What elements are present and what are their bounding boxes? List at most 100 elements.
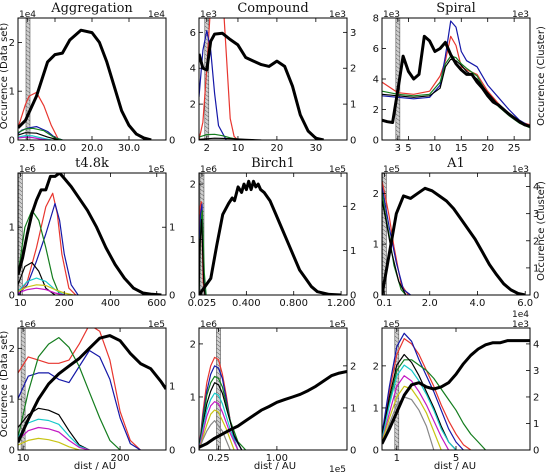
threshold-hatch xyxy=(216,415,221,420)
x-tick-label: 2.0 xyxy=(422,298,438,309)
y-tick-label-right: 0 xyxy=(169,291,175,302)
y-multiplier-left: 1e3 xyxy=(200,10,217,20)
threshold-hatch xyxy=(18,212,23,217)
y-tick-label-left: 2 xyxy=(190,180,196,191)
threshold-band xyxy=(20,328,26,450)
threshold-hatch xyxy=(395,21,401,26)
y-tick-label-right: 0 xyxy=(169,136,175,147)
threshold-hatch xyxy=(204,21,209,26)
y-tick-label-right: 3 xyxy=(533,366,539,377)
panel-title: Birch1 xyxy=(251,156,295,171)
y-tick-label-right: 0 xyxy=(350,446,356,457)
y-multiplier-right: 1e4 xyxy=(148,10,165,20)
cluster-line-0 xyxy=(199,18,239,140)
threshold-hatch xyxy=(199,192,205,197)
threshold-hatch xyxy=(395,109,401,114)
y-tick-label-left: 6 xyxy=(190,28,196,39)
y-tick-label-left: 4 xyxy=(190,64,196,75)
plot-frame xyxy=(17,172,167,296)
cluster-line-2 xyxy=(382,359,487,450)
plot-frame xyxy=(381,327,531,451)
threshold-hatch xyxy=(395,113,401,118)
threshold-hatch xyxy=(20,367,26,372)
threshold-hatch xyxy=(20,395,26,400)
x-tick-label: 2.5 xyxy=(19,143,35,154)
plot-frame xyxy=(17,327,167,451)
x-tick-label: 20 xyxy=(271,143,284,154)
threshold-hatch xyxy=(216,347,221,352)
y-tick-label-left: 0 xyxy=(9,291,15,302)
y-axis-label-left-bottom: Occurence (Data set) xyxy=(0,331,10,438)
panel-title: Spiral xyxy=(436,1,476,16)
threshold-hatch xyxy=(216,387,221,392)
threshold-hatch xyxy=(382,232,387,237)
threshold-hatch xyxy=(216,343,221,348)
x-tick-label: 6.0 xyxy=(517,298,533,309)
y-axis-label-right-middle: Occurence (Cluster) xyxy=(536,181,547,281)
threshold-hatch xyxy=(216,443,221,448)
threshold-hatch xyxy=(216,399,221,404)
threshold-hatch xyxy=(395,33,401,38)
threshold-hatch xyxy=(382,224,387,229)
y-multiplier-right: 1e5 xyxy=(148,320,165,330)
x-tick-label: 10 xyxy=(232,143,245,154)
threshold-hatch xyxy=(216,355,221,360)
y-multiplier-left: 1e5 xyxy=(383,320,400,330)
plot-frame xyxy=(198,17,348,141)
series-group xyxy=(199,18,324,140)
x-multiplier: 1e5 xyxy=(329,465,346,474)
threshold-marker xyxy=(204,18,210,140)
cluster-line-6 xyxy=(382,385,442,450)
threshold-hatch xyxy=(204,113,209,118)
threshold-hatch xyxy=(204,129,209,134)
x-axis-label-right: dist / AU xyxy=(434,461,476,472)
threshold-hatch xyxy=(20,399,26,404)
cluster-line-0 xyxy=(18,328,141,450)
threshold-hatch xyxy=(20,351,26,356)
y-tick-label-left: 0 xyxy=(373,291,379,302)
threshold-hatch xyxy=(394,443,399,448)
y-tick-label-left: 2 xyxy=(373,189,379,200)
threshold-hatch xyxy=(20,371,26,376)
x-tick-label: 0.400 xyxy=(232,298,261,309)
threshold-hatch xyxy=(395,129,401,134)
cluster-line-4 xyxy=(18,418,90,450)
threshold-hatch xyxy=(25,53,31,58)
x-tick-label: 25 xyxy=(508,143,521,154)
y-tick-label-right: 0 xyxy=(350,291,356,302)
threshold-hatch xyxy=(18,208,23,213)
x-tick-label: 1.200 xyxy=(327,298,356,309)
y-tick-label-left: 0 xyxy=(373,446,379,457)
threshold-hatch xyxy=(25,29,31,34)
threshold-hatch xyxy=(18,196,23,201)
threshold-hatch xyxy=(394,387,399,392)
threshold-hatch xyxy=(25,25,31,30)
cluster-line-3 xyxy=(199,382,243,450)
cluster-line-6 xyxy=(18,437,80,450)
threshold-hatch xyxy=(18,188,23,193)
threshold-hatch xyxy=(216,371,221,376)
x-tick-label: 0.025 xyxy=(188,298,217,309)
threshold-hatch xyxy=(204,97,209,102)
threshold-hatch xyxy=(20,355,26,360)
threshold-hatch xyxy=(204,25,209,30)
plot-frame xyxy=(198,327,348,451)
cluster-line-5 xyxy=(382,375,450,450)
threshold-hatch xyxy=(18,220,23,225)
y-tick-label-left: 0 xyxy=(190,136,196,147)
threshold-hatch xyxy=(394,331,399,336)
cluster-line-3 xyxy=(382,199,407,295)
y-tick-label-left: 1 xyxy=(190,235,196,246)
threshold-hatch xyxy=(199,184,205,189)
x-tick-label: 10 xyxy=(14,298,27,309)
y-tick-label-left: 2 xyxy=(9,38,15,49)
threshold-hatch xyxy=(216,375,221,380)
cluster-line-0 xyxy=(18,192,77,295)
cluster-line-1 xyxy=(382,186,411,295)
dataset-line xyxy=(382,186,526,295)
series-group xyxy=(18,173,162,295)
y-multiplier-left: 1e3 xyxy=(383,10,400,20)
series-group xyxy=(382,332,530,450)
